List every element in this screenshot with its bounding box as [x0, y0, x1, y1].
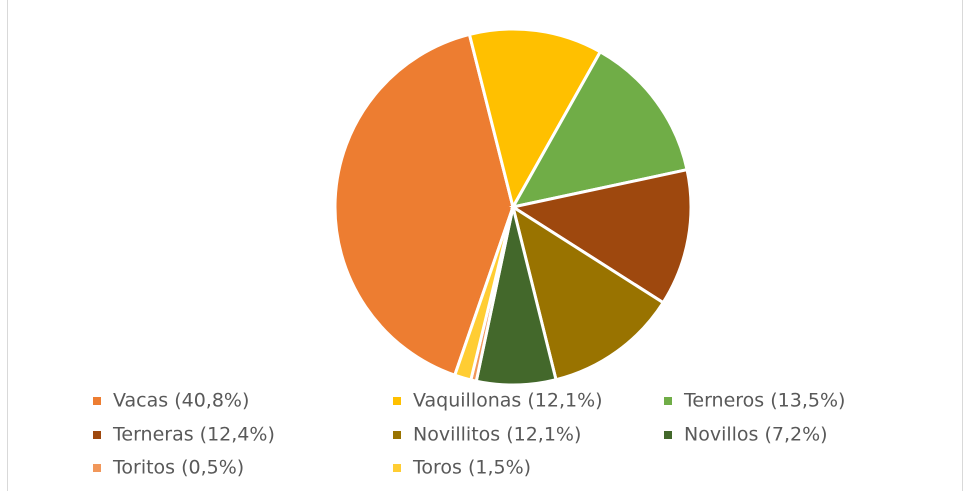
pie-slice: [510, 49, 689, 210]
legend-marker: [93, 431, 101, 439]
pie-slice: [333, 32, 515, 378]
legend-marker: [664, 397, 672, 405]
legend-marker: [393, 464, 401, 472]
legend-label: Toros (1,5%): [412, 457, 531, 479]
legend-marker: [93, 397, 101, 405]
legend-label: Terneras (12,4%): [112, 424, 275, 446]
pie-slice: [452, 206, 515, 382]
legend-label: Vaquillonas (12,1%): [413, 390, 603, 412]
pie-slice: [509, 167, 693, 305]
legend-marker: [393, 397, 401, 405]
legend-label: Novillos (7,2%): [684, 424, 828, 446]
legend-label: Toritos (0,5%): [112, 457, 244, 479]
legend-marker: [393, 431, 401, 439]
legend-marker: [664, 431, 672, 439]
legend-marker: [93, 464, 101, 472]
pie-slice: [467, 27, 603, 212]
legend-label: Novillitos (12,1%): [413, 424, 581, 446]
legend-label: Vacas (40,8%): [113, 390, 249, 412]
pie-slice: [510, 203, 666, 382]
legend-label: Terneros (13,5%): [683, 390, 845, 412]
